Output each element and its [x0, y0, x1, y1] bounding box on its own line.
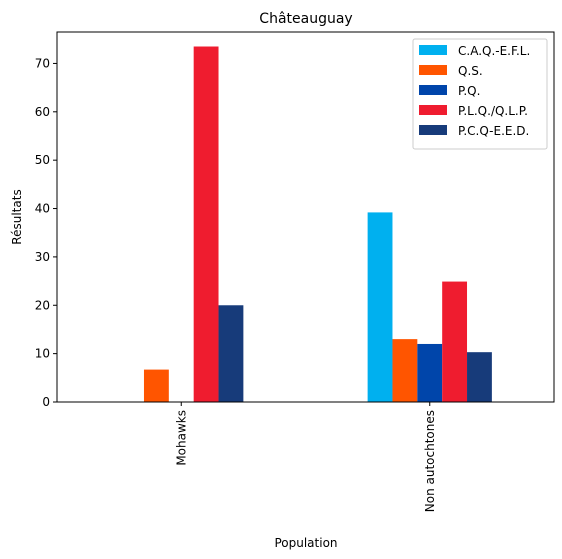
y-tick-label: 50 [35, 153, 50, 167]
legend-swatch [419, 105, 447, 115]
legend-swatch [419, 85, 447, 95]
bar [467, 352, 492, 402]
x-tick-label: Non autochtones [423, 410, 437, 512]
y-tick-label: 10 [35, 347, 50, 361]
bar [417, 343, 443, 402]
y-tick-label: 60 [35, 105, 50, 119]
bar [442, 281, 468, 402]
y-tick-label: 70 [35, 56, 50, 70]
legend: C.A.Q.-E.F.L. Q.S. P.Q. P.L.Q./Q.L.P. P.C.Q-… [412, 38, 548, 150]
legend-label: C.A.Q.-E.F.L. [458, 44, 530, 58]
y-tick-label: 0 [42, 395, 50, 409]
legend-label: Q.S. [458, 64, 483, 78]
legend-label: P.Q. [458, 84, 480, 98]
chart-title: Châteauguay [259, 11, 352, 27]
y-axis: 0 10 20 30 40 50 60 70 [35, 56, 57, 409]
y-tick-label: 40 [35, 202, 50, 216]
legend-swatch [419, 125, 447, 135]
bars-group [143, 46, 492, 403]
y-axis-label: Résultats [10, 189, 24, 244]
legend-label: P.C.Q-E.E.D. [458, 124, 529, 138]
y-tick-label: 30 [35, 250, 50, 264]
bar [367, 212, 393, 402]
bar [193, 46, 219, 403]
bar [218, 305, 244, 402]
y-tick-label: 20 [35, 298, 50, 312]
x-axis: Mohawks Non autochtones [174, 402, 437, 512]
plot-frame [56, 31, 555, 403]
x-tick-label: Mohawks [174, 410, 188, 466]
legend-swatch [419, 65, 447, 75]
bar [143, 369, 169, 402]
legend-swatch [419, 45, 447, 55]
legend-label: P.L.Q./Q.L.P. [458, 104, 528, 118]
bar [392, 339, 418, 402]
x-axis-label: Population [274, 536, 337, 550]
